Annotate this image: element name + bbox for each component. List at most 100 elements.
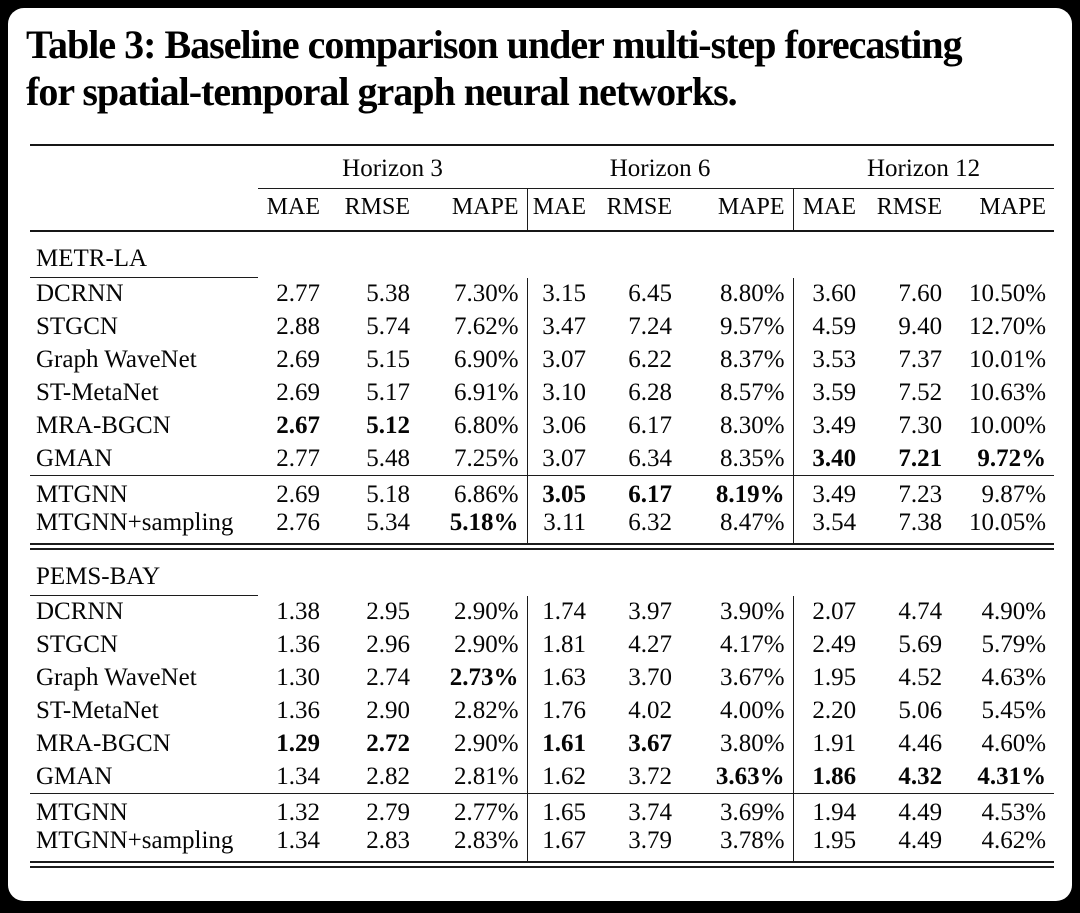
value-cell: 8.57%	[719, 379, 785, 406]
value-cell: 1.62	[526, 760, 595, 794]
value-cell: 5.17	[366, 379, 410, 406]
value-cell: 6.32	[594, 509, 681, 550]
value-cell: 3.54	[792, 509, 865, 550]
value-cell: 4.52	[898, 664, 943, 691]
value-cell: 2.77	[276, 280, 320, 307]
value-cell: 3.79	[594, 827, 681, 868]
value-cell: 4.74	[898, 598, 943, 625]
value-cell: 1.81	[526, 628, 595, 662]
value-cell: 3.07	[526, 442, 595, 476]
value-cell: 4.63%	[981, 664, 1047, 691]
table-row: MTGNN 2.69 5.18 6.86% 3.05 6.17 8.19% 3.49 7.23 9…	[30, 475, 1054, 509]
value-cell: 2.96	[366, 631, 410, 658]
value-cell: 6.34	[594, 442, 681, 476]
model-name-cell: DCRNN	[36, 280, 124, 308]
value-cell: 2.77%	[453, 799, 519, 826]
value-cell: 3.70	[628, 664, 673, 691]
value-cell: 8.37%	[719, 346, 785, 373]
model-name-cell: GMAN	[30, 760, 258, 794]
table-row: MTGNN+sampling 2.76 5.34 5.18% 3.11 6.32 8.47%…	[30, 509, 1055, 550]
value-cell: 1.65	[526, 793, 595, 827]
value-cell: 7.52	[898, 379, 943, 406]
value-cell: 3.49	[792, 475, 865, 509]
value-cell: 4.62%	[950, 827, 1055, 868]
value-cell: 9.72%	[950, 442, 1055, 476]
value-cell: 5.06	[898, 697, 943, 724]
value-cell: 8.30%	[719, 412, 785, 439]
model-name-cell: MRA-BGCN	[36, 412, 171, 439]
value-cell: 2.79	[366, 799, 410, 826]
value-cell: 2.07	[792, 595, 865, 629]
value-cell: 7.23	[898, 481, 943, 508]
value-cell: 5.18	[366, 481, 410, 508]
model-name-cell: MTGNN	[36, 481, 128, 508]
value-cell: 3.78%	[680, 827, 794, 868]
value-cell: 1.38	[276, 598, 320, 625]
table-row: ST-MetaNet 1.36 2.90 2.82% 1.76 4.02 4.00% 2.20…	[30, 694, 1054, 728]
value-cell: 7.30%	[453, 280, 519, 307]
value-cell: 3.07	[526, 343, 595, 377]
model-name-cell: STGCN	[36, 313, 118, 340]
value-cell: 3.67%	[719, 664, 785, 691]
value-cell: 5.74	[366, 313, 410, 340]
value-cell: 3.67	[628, 730, 673, 757]
model-name-cell: MTGNN+sampling	[30, 509, 258, 550]
value-cell: 3.40	[792, 442, 865, 476]
value-cell: 1.76	[526, 694, 595, 728]
value-cell: 9.87%	[981, 481, 1047, 508]
header-corner-cell	[30, 145, 258, 189]
value-cell: 1.95	[792, 661, 865, 695]
value-cell: 2.77	[258, 442, 328, 476]
value-cell: 6.80%	[453, 412, 519, 439]
value-cell: 3.63%	[680, 760, 794, 794]
value-cell: 7.38	[864, 509, 951, 550]
value-cell: 4.46	[898, 730, 943, 757]
value-cell: 6.17	[628, 481, 673, 508]
table-row: Graph WaveNet 1.30 2.74 2.73% 1.63 3.70 3.67% 1…	[30, 661, 1054, 695]
value-cell: 4.49	[864, 827, 951, 868]
value-cell: 3.72	[594, 760, 681, 794]
value-cell: 3.69%	[719, 799, 785, 826]
value-cell: 2.74	[366, 664, 410, 691]
table-row: DCRNN 1.38 2.95 2.90% 1.74 3.97 3.90% 2.07 4.74 4…	[30, 595, 1054, 629]
value-cell: 9.57%	[719, 313, 785, 340]
value-cell: 6.45	[628, 280, 673, 307]
section-label: PEMS-BAY	[30, 546, 258, 596]
value-cell: 2.49	[792, 628, 865, 662]
value-cell: 2.82	[328, 760, 418, 794]
value-cell: 7.24	[628, 313, 673, 340]
value-cell: 2.90%	[453, 598, 519, 625]
paper-card: Table 3: Baseline comparison under multi…	[8, 8, 1072, 901]
header-rmse: RMSE	[594, 188, 681, 232]
section-label-row: METR-LA	[30, 231, 1054, 278]
header-horizon-row: Horizon 3 Horizon 6 Horizon 12	[30, 145, 1055, 189]
table-row: STGCN 1.36 2.96 2.90% 1.81 4.27 4.17% 2.49 5.69 5…	[30, 628, 1054, 662]
value-cell: 2.81%	[418, 760, 528, 794]
value-cell: 4.60%	[981, 730, 1047, 757]
value-cell: 5.18%	[418, 509, 528, 550]
header-metric-row: MAE RMSE MAPE MAE RMSE MAPE MAE RMSE MAP…	[30, 188, 1055, 232]
header-mape: MAPE	[680, 188, 794, 232]
value-cell: 6.86%	[453, 481, 519, 508]
header-mae: MAE	[258, 188, 328, 232]
value-cell: 1.95	[792, 827, 865, 868]
table-row: ST-MetaNet 2.69 5.17 6.91% 3.10 6.28 8.57% 3.59…	[30, 376, 1054, 410]
value-cell: 1.36	[276, 697, 320, 724]
value-cell: 4.00%	[719, 697, 785, 724]
header-rmse: RMSE	[328, 188, 418, 232]
value-cell: 2.73%	[449, 664, 519, 691]
value-cell: 1.34	[258, 760, 328, 794]
value-cell: 7.25%	[418, 442, 528, 476]
section-label-spacer	[258, 547, 1054, 596]
value-cell: 2.69	[276, 481, 320, 508]
table-row: MTGNN+sampling 1.34 2.83 2.83% 1.67 3.79 3.78%…	[30, 827, 1055, 868]
model-name-cell: ST-MetaNet	[36, 379, 159, 406]
value-cell: 1.29	[276, 730, 320, 757]
value-cell: 5.15	[366, 346, 410, 373]
value-cell: 2.90	[366, 697, 410, 724]
value-cell: 4.17%	[719, 631, 785, 658]
value-cell: 6.90%	[453, 346, 519, 373]
model-name-cell: GMAN	[30, 442, 258, 476]
value-cell: 4.49	[898, 799, 943, 826]
value-cell: 5.12	[366, 412, 410, 439]
